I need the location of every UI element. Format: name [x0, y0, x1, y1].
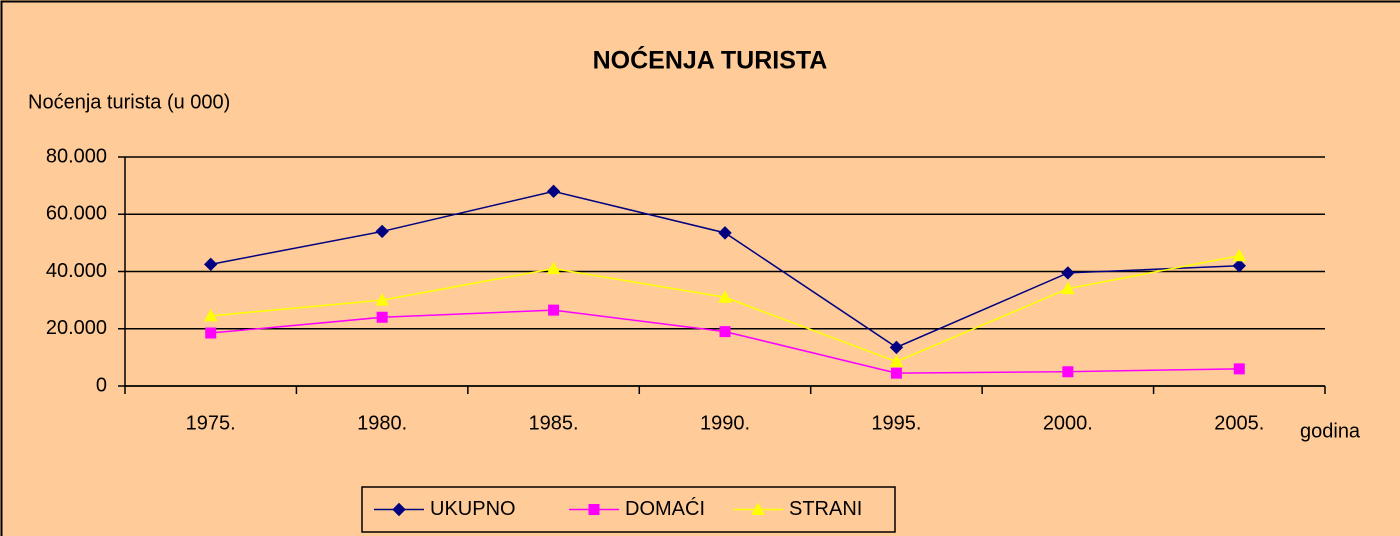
x-tick-label: 2005.	[1214, 412, 1264, 434]
y-tick-label: 20.000	[46, 317, 107, 339]
y-tick-label: 60.000	[46, 203, 107, 225]
x-tick-label: 1980.	[357, 412, 407, 434]
x-axis-label: godina	[1300, 420, 1361, 442]
marker	[392, 502, 406, 517]
x-tick-label: 1995.	[871, 412, 921, 434]
marker	[548, 304, 560, 316]
y-tick-label: 0	[96, 374, 107, 396]
marker	[1061, 266, 1075, 280]
marker	[1061, 281, 1075, 295]
marker	[1062, 366, 1074, 378]
y-axis-label: Noćenja turista (u 000)	[28, 91, 230, 113]
legend-label: STRANI	[789, 498, 862, 520]
marker	[889, 340, 904, 355]
chart-title: NOĆENJA TURISTA	[593, 45, 828, 75]
y-tick-label: 80.000	[46, 145, 107, 167]
marker	[718, 290, 732, 303]
marker	[546, 184, 561, 199]
marker	[203, 308, 218, 322]
marker	[718, 226, 732, 240]
marker	[1232, 259, 1246, 273]
marker	[204, 257, 218, 272]
marker	[588, 504, 600, 515]
marker	[546, 261, 561, 275]
x-tick-label: 2000.	[1043, 412, 1093, 434]
marker	[1232, 248, 1247, 262]
marker	[205, 327, 217, 339]
x-tick-label: 1985.	[529, 412, 579, 434]
marker	[751, 502, 765, 515]
marker	[889, 354, 904, 368]
legend-label: DOMAĆI	[625, 497, 705, 520]
marker	[1233, 363, 1245, 375]
y-tick-label: 40.000	[46, 260, 107, 282]
marker	[719, 326, 731, 338]
marker	[375, 224, 389, 239]
marker	[375, 293, 389, 306]
marker	[376, 311, 388, 323]
marker	[890, 367, 902, 379]
x-tick-label: 1990.	[700, 412, 750, 434]
legend-box	[361, 486, 896, 533]
legend-label: UKUPNO	[430, 498, 516, 520]
x-tick-label: 1975.	[186, 412, 236, 434]
